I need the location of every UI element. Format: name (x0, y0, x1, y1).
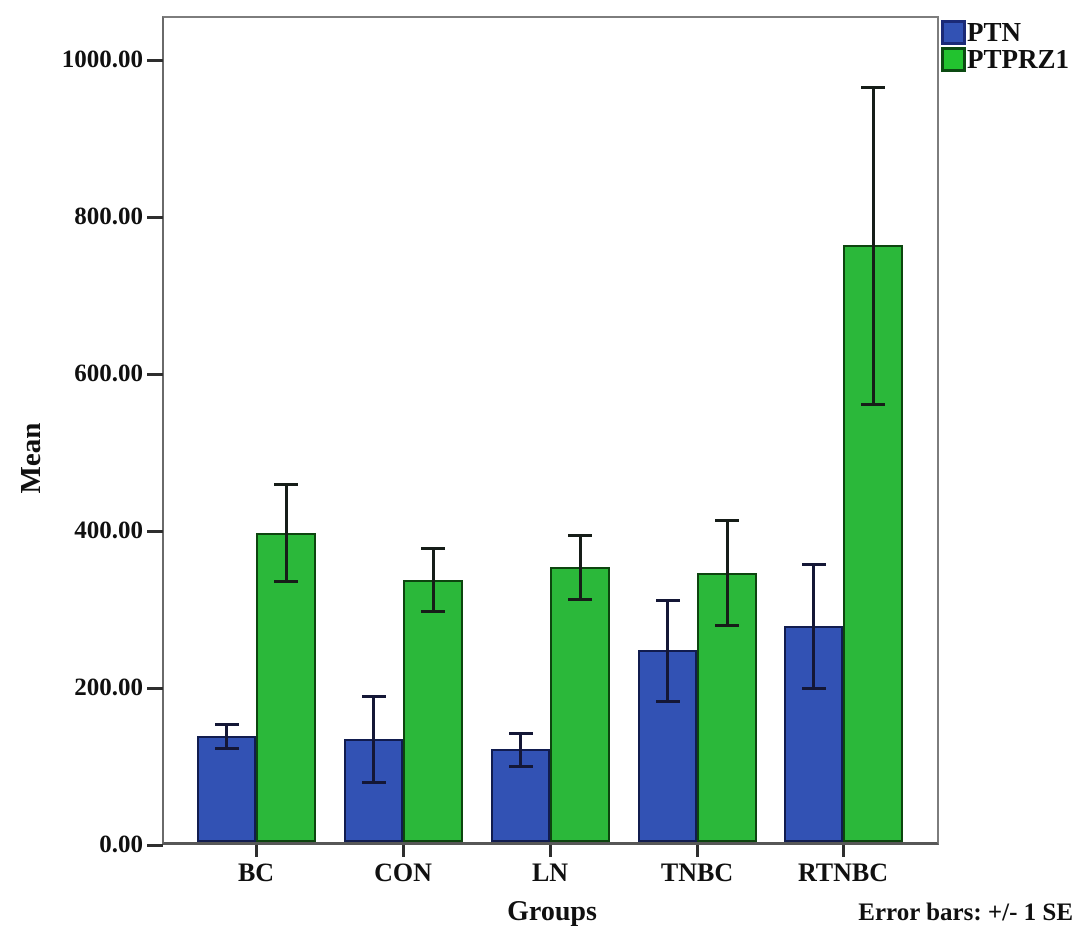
x-axis-category-label: RTNBC (797, 858, 889, 887)
x-axis-tick (402, 845, 405, 857)
error-bar-line (519, 733, 522, 766)
error-bar-cap (861, 403, 885, 406)
error-bar-line (431, 548, 435, 611)
x-axis-category-label: CON (374, 858, 432, 887)
error-bar-cap (568, 598, 592, 601)
error-bar-cap (274, 483, 298, 486)
bar-ptn-bc (197, 736, 256, 842)
error-bar-line (812, 564, 815, 688)
y-axis-tick (147, 687, 163, 690)
y-axis-tick (147, 216, 163, 219)
x-axis-category-label: BC (237, 858, 275, 887)
error-bar-line (666, 600, 669, 701)
x-axis-tick (842, 845, 845, 857)
legend-swatch-ptprz1 (941, 47, 966, 72)
error-bar-cap (655, 599, 680, 602)
y-axis-tick (147, 530, 163, 533)
x-axis-category-label: TNBC (660, 858, 734, 887)
x-axis-category-label: LN (531, 858, 569, 887)
legend-label: PTN (967, 17, 1021, 47)
y-axis-tick (147, 844, 163, 847)
y-axis-tick-label: 800.00 (74, 203, 143, 230)
bar-ptn-rtnbc (784, 626, 843, 842)
error-bar-cap (801, 687, 826, 690)
y-axis-tick-label: 0.00 (99, 831, 143, 858)
error-bar-cap (214, 723, 239, 726)
y-axis-title: Mean (15, 422, 47, 494)
plot-area (162, 16, 939, 845)
legend: PTN PTPRZ1 (941, 19, 1069, 73)
error-bar-cap (361, 781, 386, 784)
error-bar-line (225, 724, 228, 748)
y-axis-tick-label: 200.00 (74, 674, 143, 701)
error-bar-cap (508, 765, 533, 768)
y-axis-tick-label: 400.00 (74, 517, 143, 544)
legend-item-ptprz1: PTPRZ1 (941, 46, 1069, 73)
error-bar-cap (801, 563, 826, 566)
error-bar-cap (715, 624, 739, 627)
y-axis-tick-label: 600.00 (74, 360, 143, 387)
error-bar-cap (508, 732, 533, 735)
y-axis-tick (147, 59, 163, 62)
error-bar-cap (568, 534, 592, 537)
bar-ptprz1-bc (256, 533, 316, 842)
error-bar-cap (274, 580, 298, 583)
error-bar-cap (861, 86, 885, 89)
legend-label: PTPRZ1 (967, 44, 1070, 74)
x-axis-tick (255, 845, 258, 857)
error-bar-line (372, 696, 375, 782)
error-bar-cap (715, 519, 739, 522)
error-bar-cap (655, 700, 680, 703)
legend-swatch-ptn (941, 20, 966, 45)
error-bar-cap (361, 695, 386, 698)
x-axis-tick (549, 845, 552, 857)
error-bar-cap (421, 547, 445, 550)
error-bar-line (578, 535, 582, 599)
bar-ptprz1-con (403, 580, 463, 842)
x-axis-tick (696, 845, 699, 857)
y-axis-tick-label: 1000.00 (61, 46, 143, 73)
y-axis-tick (147, 373, 163, 376)
bar-ptprz1-ln (550, 567, 610, 842)
error-bar-line (284, 484, 288, 581)
legend-item-ptn: PTN (941, 19, 1069, 46)
error-bar-cap (421, 610, 445, 613)
x-axis-title: Groups (507, 896, 597, 927)
error-bar-cap (214, 747, 239, 750)
error-bar-line (871, 87, 875, 404)
error-bars-footnote: Error bars: +/- 1 SE (858, 899, 1073, 926)
error-bar-line (725, 520, 729, 625)
